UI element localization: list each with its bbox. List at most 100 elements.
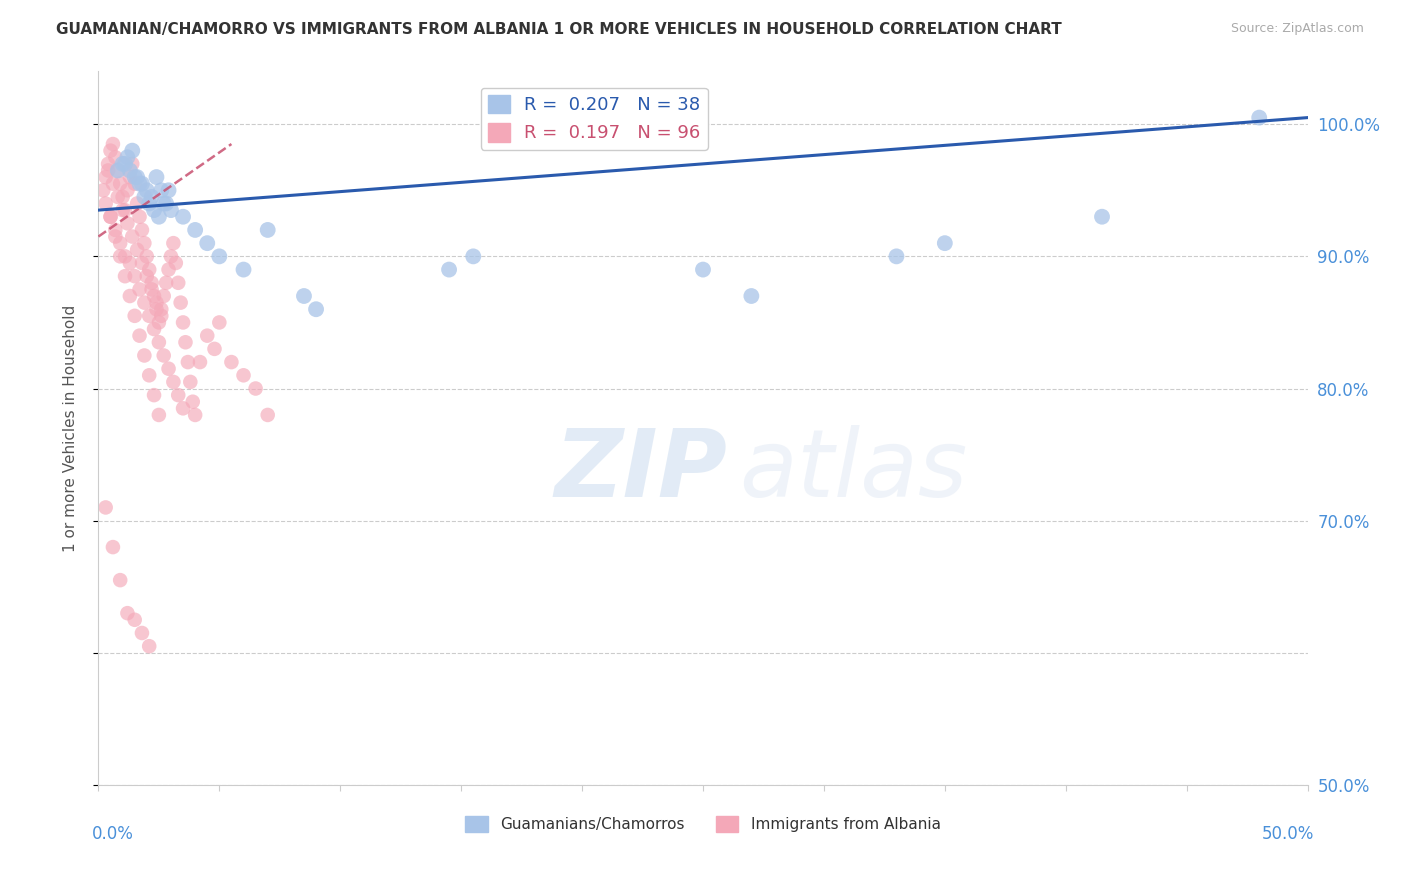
Text: atlas: atlas xyxy=(740,425,967,516)
Point xyxy=(152,349,174,363)
Point xyxy=(94,196,117,211)
Point xyxy=(162,375,184,389)
Point xyxy=(131,177,153,191)
Point xyxy=(107,163,129,178)
Point xyxy=(127,170,149,185)
Point xyxy=(124,613,146,627)
Point xyxy=(437,262,460,277)
Point xyxy=(101,136,124,151)
Legend: Guamanians/Chamorros, Immigrants from Albania: Guamanians/Chamorros, Immigrants from Al… xyxy=(460,810,946,838)
Point xyxy=(138,262,160,277)
Point xyxy=(100,210,122,224)
Point xyxy=(141,282,163,296)
Point xyxy=(111,157,134,171)
Point xyxy=(118,170,141,185)
Point xyxy=(121,144,143,158)
Point xyxy=(114,269,136,284)
Point xyxy=(886,249,908,263)
Point xyxy=(463,249,485,263)
Point xyxy=(124,170,146,185)
Point xyxy=(117,150,139,164)
Point xyxy=(204,342,226,356)
Point xyxy=(181,394,204,409)
Text: 0.0%: 0.0% xyxy=(91,825,134,843)
Point xyxy=(245,382,267,396)
Point xyxy=(184,408,207,422)
Point xyxy=(740,289,762,303)
Point xyxy=(118,256,141,270)
Point xyxy=(157,183,180,197)
Point xyxy=(114,203,136,218)
Point xyxy=(101,177,124,191)
Point xyxy=(97,163,120,178)
Point xyxy=(221,355,243,369)
Point xyxy=(157,262,180,277)
Point xyxy=(143,289,166,303)
Point xyxy=(188,355,211,369)
Point xyxy=(145,302,167,317)
Point xyxy=(138,309,160,323)
Point xyxy=(256,223,278,237)
Point xyxy=(148,315,170,329)
Point xyxy=(150,302,173,317)
Text: GUAMANIAN/CHAMORRO VS IMMIGRANTS FROM ALBANIA 1 OR MORE VEHICLES IN HOUSEHOLD CO: GUAMANIAN/CHAMORRO VS IMMIGRANTS FROM AL… xyxy=(56,22,1062,37)
Point xyxy=(111,190,134,204)
Text: Source: ZipAtlas.com: Source: ZipAtlas.com xyxy=(1230,22,1364,36)
Point xyxy=(128,177,150,191)
Point xyxy=(155,196,177,211)
Point xyxy=(91,183,114,197)
Point xyxy=(177,355,200,369)
Point xyxy=(121,229,143,244)
Point xyxy=(124,177,146,191)
Point xyxy=(117,183,139,197)
Point xyxy=(169,295,191,310)
Point xyxy=(117,606,139,620)
Point xyxy=(305,302,328,317)
Point xyxy=(117,216,139,230)
Point xyxy=(108,249,131,263)
Point xyxy=(128,282,150,296)
Point xyxy=(138,639,160,653)
Point xyxy=(124,269,146,284)
Point xyxy=(114,249,136,263)
Point xyxy=(292,289,315,303)
Point xyxy=(131,626,153,640)
Point xyxy=(108,236,131,251)
Point xyxy=(104,229,127,244)
Point xyxy=(134,190,156,204)
Point xyxy=(101,540,124,554)
Point xyxy=(134,349,156,363)
Point xyxy=(100,144,122,158)
Point xyxy=(143,322,166,336)
Point xyxy=(148,408,170,422)
Point xyxy=(1249,111,1271,125)
Point xyxy=(124,309,146,323)
Point xyxy=(134,236,156,251)
Point xyxy=(172,210,194,224)
Point xyxy=(167,388,190,402)
Point xyxy=(108,573,131,587)
Point xyxy=(172,401,194,416)
Point xyxy=(127,196,149,211)
Point xyxy=(256,408,278,422)
Point xyxy=(208,315,231,329)
Point xyxy=(131,256,153,270)
Point xyxy=(934,236,956,251)
Point xyxy=(128,328,150,343)
Point xyxy=(141,276,163,290)
Y-axis label: 1 or more Vehicles in Household: 1 or more Vehicles in Household xyxy=(63,304,77,552)
Point xyxy=(232,262,254,277)
Point xyxy=(232,368,254,383)
Point xyxy=(107,190,129,204)
Point xyxy=(184,223,207,237)
Point xyxy=(134,295,156,310)
Point xyxy=(167,276,190,290)
Point xyxy=(195,328,218,343)
Point xyxy=(179,375,201,389)
Point xyxy=(165,256,187,270)
Point xyxy=(118,289,141,303)
Point xyxy=(107,163,129,178)
Point xyxy=(114,157,136,171)
Point xyxy=(150,183,173,197)
Point xyxy=(135,269,157,284)
